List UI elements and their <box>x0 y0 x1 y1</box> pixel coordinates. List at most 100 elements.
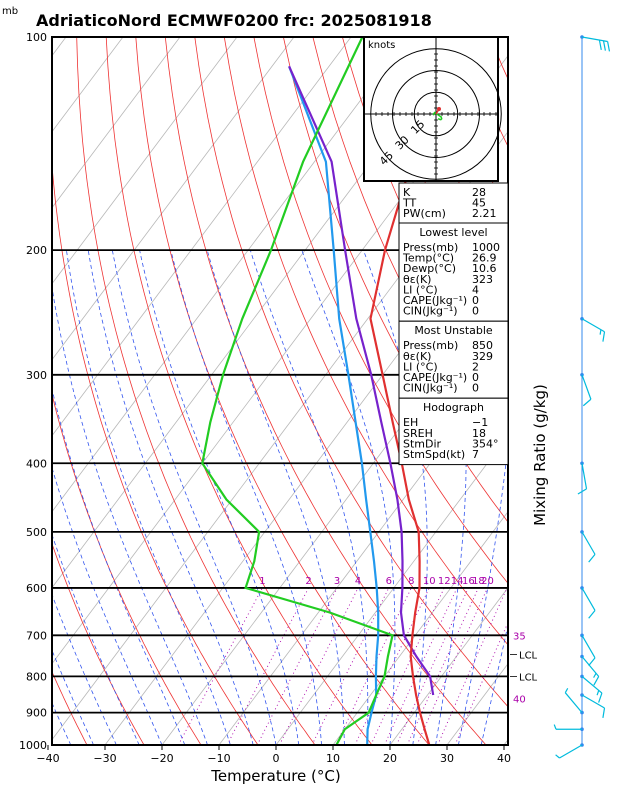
wind-barb-feather <box>593 676 600 686</box>
index-value: 1000 <box>472 241 500 254</box>
wind-barb-feather <box>602 707 606 718</box>
pressure-tick-label: 300 <box>26 369 47 382</box>
storm-motion-marker <box>437 107 441 111</box>
temperature-profile-line <box>369 37 467 745</box>
dewpoint-profile-line <box>201 37 394 745</box>
wind-barb-feather <box>582 398 592 407</box>
theta-e-label: 35 <box>513 631 526 642</box>
dry-adiabat-line <box>223 37 508 646</box>
wind-barb-column <box>553 35 611 759</box>
x-tick-label: 0 <box>273 752 280 765</box>
dry-adiabat-line <box>489 37 508 81</box>
wind-barb-feather <box>577 488 587 495</box>
isotherm-line <box>52 37 181 209</box>
index-label: LI (°C) <box>403 360 438 373</box>
index-value: 0 <box>472 371 479 384</box>
wind-barb-feather <box>588 554 596 563</box>
theta-e-label: 40 <box>513 695 526 706</box>
pressure-tick-label: 700 <box>26 629 47 642</box>
index-value: 850 <box>472 339 493 352</box>
wind-barb-feather <box>553 724 557 730</box>
index-value: 0 <box>472 382 479 395</box>
index-label: Press(mb) <box>403 339 458 352</box>
wind-barb-feather <box>555 754 560 759</box>
index-value: 26.9 <box>472 252 497 265</box>
mixing-ratio-line <box>226 587 309 745</box>
wind-barb-shaft <box>581 675 603 694</box>
pressure-tick-label: 800 <box>26 670 47 683</box>
moist-adiabat-line <box>52 285 208 745</box>
wind-barb-shaft <box>581 374 592 400</box>
index-value: 323 <box>472 273 493 286</box>
moist-adiabat-line <box>52 593 117 745</box>
wind-barb-feather <box>598 39 602 51</box>
index-value: 2.21 <box>472 207 497 220</box>
index-label: SREH <box>403 427 433 440</box>
mixing-ratio-line <box>406 587 479 745</box>
index-label: Press(mb) <box>403 241 458 254</box>
mixing-ratio-label: 18 <box>472 576 485 587</box>
index-label: θε(K) <box>403 350 431 363</box>
isotherm-line <box>104 206 508 745</box>
x-tick-label: 10 <box>326 752 340 765</box>
lcl-label: LCL <box>519 650 538 661</box>
dry-adiabat-line <box>194 37 508 708</box>
isotherm-line <box>52 37 124 133</box>
index-value: −1 <box>472 416 488 429</box>
index-box <box>398 222 509 322</box>
isotherm-line <box>52 37 352 437</box>
wind-barb-shaft <box>581 694 605 709</box>
index-value: 28 <box>472 186 486 199</box>
index-label: CAPE(Jkg⁻¹) <box>403 294 467 307</box>
wind-barb-feather <box>599 329 602 335</box>
x-tick-label: −10 <box>207 752 230 765</box>
index-value: 329 <box>472 350 493 363</box>
mixing-ratio-label: 12 <box>438 576 451 587</box>
index-label: StmSpd(kt) <box>403 448 465 461</box>
moist-adiabat-line <box>170 250 322 745</box>
index-panel: K 28 TT 45 PW(cm) 2.21 Lowest level Press(mb) 10… <box>398 182 509 466</box>
index-value: 18 <box>472 427 486 440</box>
index-label: PW(cm) <box>403 207 446 220</box>
moist-adiabat-line <box>206 249 345 745</box>
x-tick-label: 30 <box>440 752 454 765</box>
wind-barb-shaft <box>559 744 583 759</box>
index-label: K <box>403 186 411 199</box>
x-axis-label: Temperature (°C) <box>210 767 340 785</box>
chart-title: AdriaticoNord ECMWF0200 frc: 2025081918 <box>36 11 432 30</box>
isotherm-line <box>389 586 508 745</box>
dry-adiabat-line <box>253 37 508 585</box>
wind-barb-feather <box>602 40 606 51</box>
index-label: LI (°C) <box>403 283 438 296</box>
index-box <box>398 397 509 466</box>
wind-barb-feather <box>593 672 597 678</box>
dry-adiabat-line <box>52 670 88 745</box>
pressure-tick-label: 400 <box>26 457 47 470</box>
mixing-ratio-label: 14 <box>451 576 464 587</box>
index-box <box>398 182 509 224</box>
pressure-tick-label: 600 <box>26 582 47 595</box>
wind-barb-shaft <box>581 635 596 659</box>
index-label: EH <box>403 416 418 429</box>
isotherm-line <box>275 434 508 745</box>
wind-barb-shaft <box>581 656 600 677</box>
moist-adiabat-line <box>458 250 508 745</box>
mixing-ratio-label: 16 <box>462 576 475 587</box>
dry-adiabat-line <box>52 161 259 745</box>
dry-adiabat-line <box>52 542 145 745</box>
index-value: 4 <box>472 283 479 296</box>
wind-barb-shaft <box>564 692 583 713</box>
parcel-profile-line <box>288 65 435 696</box>
mixing-ratio-line <box>178 587 263 745</box>
mixing-ratio-label: 1 <box>259 576 265 587</box>
wind-barb-feather <box>602 331 606 342</box>
x-tick-label: −30 <box>93 752 116 765</box>
isotherm-line <box>0 37 9 745</box>
isotherm-line <box>52 37 238 285</box>
mixing-ratio-label: 6 <box>386 576 392 587</box>
moist-adiabat-line <box>87 250 254 745</box>
lcl-label: LCL <box>519 672 538 683</box>
mixing-ratio-label: 8 <box>408 576 414 587</box>
